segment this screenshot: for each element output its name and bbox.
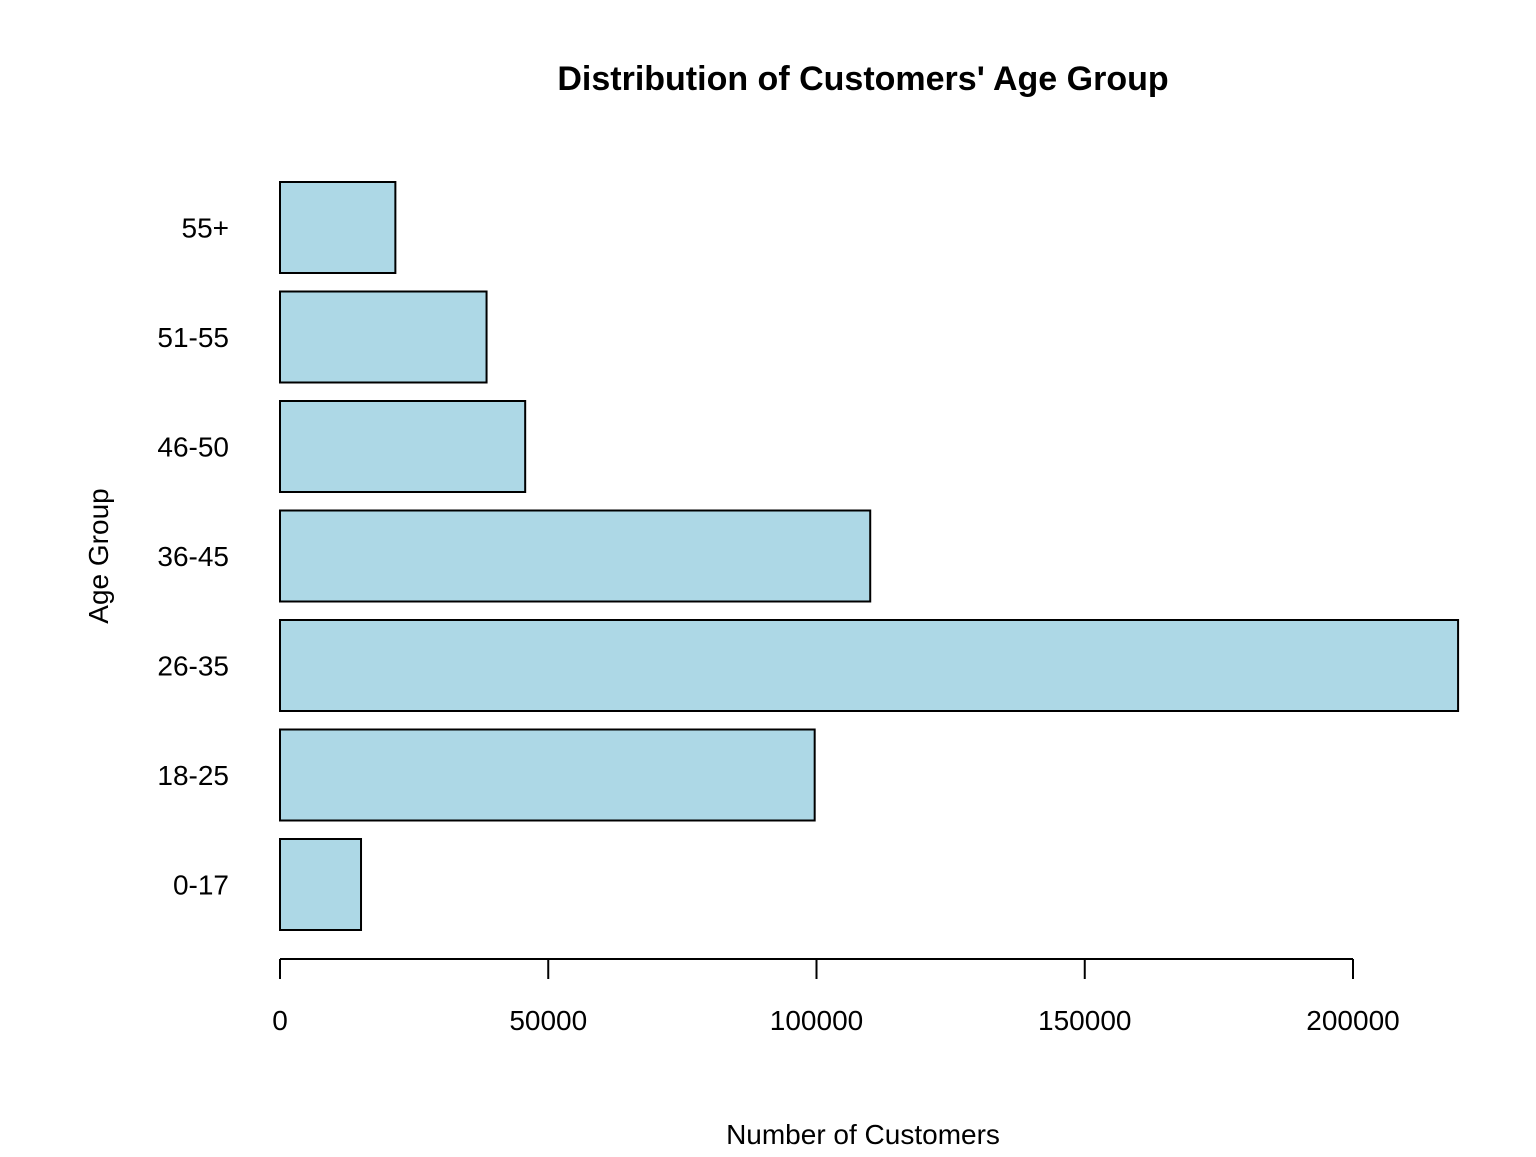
y-tick-label-51-55: 51-55 — [157, 322, 229, 353]
x-tick-label: 0 — [272, 1005, 288, 1036]
y-tick-label-55: 55+ — [182, 213, 230, 244]
x-axis: 0 50000 100000 150000 200000 — [272, 958, 1400, 1036]
bar-36-45 — [279, 509, 872, 603]
chart-title: Distribution of Customers' Age Group — [557, 60, 1168, 98]
y-tick-label-18-25: 18-25 — [157, 760, 229, 791]
y-tick-label-26-35: 26-35 — [157, 651, 229, 682]
x-axis-title: Number of Customers — [726, 1119, 1000, 1150]
x-tick-label: 50000 — [509, 1005, 587, 1036]
bar-26-35 — [279, 619, 1460, 712]
bar-18-25 — [279, 728, 816, 822]
x-tick-label: 100000 — [770, 1005, 863, 1036]
y-axis-title: Age Group — [83, 488, 114, 623]
y-tick-labels: 0-17 18-25 26-35 36-45 46-50 51-55 55+ — [157, 213, 229, 901]
y-tick-label-46-50: 46-50 — [157, 432, 229, 463]
bar-55 — [279, 181, 397, 274]
y-tick-label-36-45: 36-45 — [157, 541, 229, 572]
bar-46-50 — [279, 400, 527, 493]
x-tick-label: 150000 — [1038, 1005, 1131, 1036]
bar-51-55 — [279, 290, 488, 384]
bar-0-17 — [279, 838, 363, 931]
bars-group — [279, 181, 1460, 931]
y-tick-label-0-17: 0-17 — [173, 870, 229, 901]
x-tick-label: 200000 — [1306, 1005, 1399, 1036]
